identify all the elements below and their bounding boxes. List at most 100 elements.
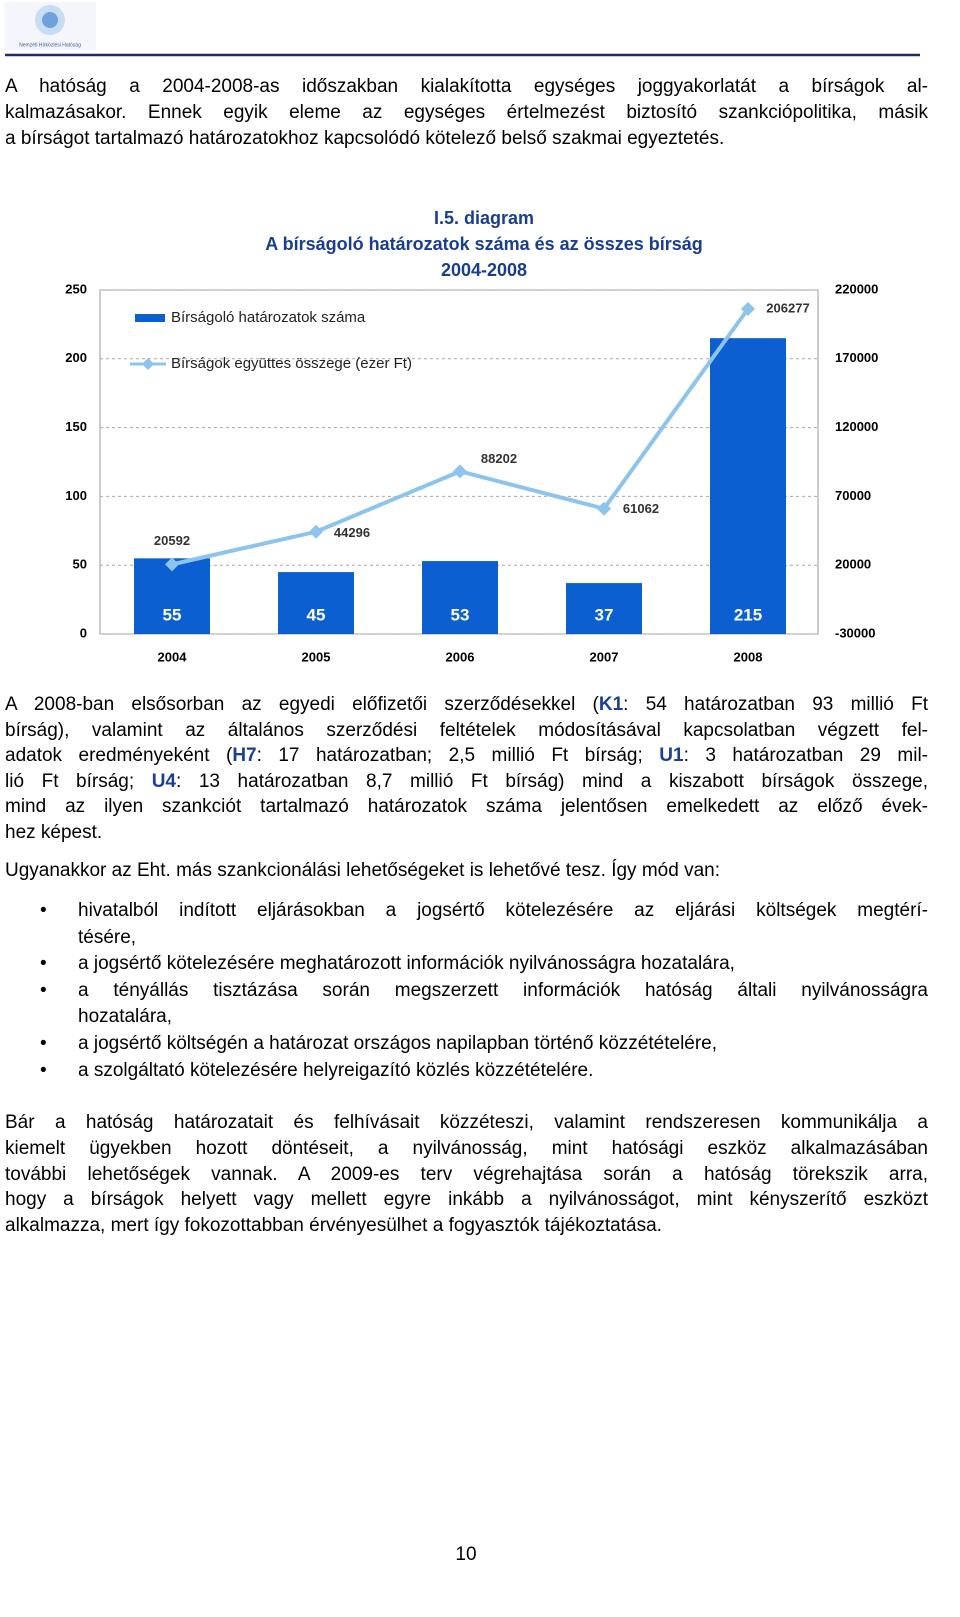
text-line: Bár a hatóság határozatait és felhívásai…	[5, 1112, 928, 1133]
bar-label: 55	[163, 605, 182, 624]
intro: A hatóság a 2004-2008-as időszakban kial…	[5, 74, 928, 152]
bar-label: 53	[451, 605, 470, 624]
bar-label: 215	[734, 605, 762, 624]
conclusion: Bár a hatóság határozatait és felhívásai…	[5, 1110, 928, 1239]
bullet: •	[40, 953, 47, 975]
text-line: kiemelt ügyekben hozott döntéseit, a nyi…	[5, 1137, 928, 1159]
text-line: a jogsértő kötelezésére meghatározott in…	[78, 953, 735, 975]
list-item: • a szolgáltató kötelezésére helyreigazít…	[5, 1058, 928, 1085]
x-tick-label: 2004	[158, 649, 188, 664]
point-label: 88202	[481, 451, 517, 466]
text-line: lió Ft bírság; U4: 13 határozatban 8,7 m…	[5, 769, 928, 795]
list-item: • a jogsértő kötelezésére meghatározott i…	[5, 951, 928, 978]
line	[171, 307, 750, 567]
page-number: 10	[455, 1544, 477, 1565]
logo-text: Nemzeti Hírközlési Hatóság	[19, 42, 81, 48]
text-run: : 3 határozatban 29 mil-	[683, 745, 928, 767]
text-run: A 2008-ban elsősorban az egyedi előfizet…	[5, 694, 599, 715]
point-label: 20592	[154, 533, 190, 548]
legend-label: Bírságok együttes összege (ezer Ft)	[171, 355, 412, 372]
list-item: • a jogsértő költségén a határozat ország…	[5, 1031, 928, 1058]
text-line: a bírságot tartalmazó határozatokhoz kap…	[5, 128, 725, 149]
text-run: lió Ft bírság;	[5, 770, 152, 792]
y2-tick-label: -30000	[835, 625, 875, 640]
marker	[309, 524, 323, 539]
text-run: : 13 határozatban 8,7 millió Ft bírság) …	[176, 770, 928, 792]
list-item: • hivatalból indított eljárásokban a jogs…	[5, 898, 928, 951]
text-line: tésére,	[78, 926, 137, 948]
y-tick-label: 200	[65, 350, 87, 365]
text-run: : 17 határozatban; 2,5 millió Ft bírság;	[256, 745, 660, 767]
chart-title: A bírságoló határozatok száma és az össz…	[265, 234, 703, 254]
code: U1	[659, 745, 684, 767]
findings: A 2008-ban elsősorban az egyedi előfizet…	[5, 692, 928, 846]
code: U4	[151, 770, 176, 792]
y-tick-label: 0	[80, 625, 87, 640]
y-tick-label: 150	[65, 419, 87, 434]
text-line: hez képest.	[5, 820, 928, 846]
x-tick-label: 2006	[446, 649, 475, 664]
text-line: a szolgáltató kötelezésére helyreigazító…	[78, 1059, 594, 1081]
legend-swatch	[135, 314, 165, 322]
logo: Nemzeti Hírközlési Hatóság	[4, 2, 96, 50]
x-tick-label: 2007	[590, 649, 619, 664]
text-line: bírság), valamint az általános szerződés…	[5, 718, 928, 744]
bar	[566, 583, 642, 634]
y-tick-label: 50	[73, 557, 87, 572]
bar-label: 37	[595, 605, 614, 624]
text-line: adatok eredményeként (H7: 17 határozatba…	[5, 743, 928, 769]
legend-label: Bírságoló határozatok száma	[171, 309, 366, 326]
chart-title: I.5. diagram	[434, 208, 534, 228]
y2-tick-label: 20000	[835, 557, 871, 572]
options-list: • hivatalból indított eljárásokban a jogs…	[5, 898, 928, 1084]
text-line: a tényállás tisztázása során megszerzett…	[78, 979, 928, 1001]
text-run: adatok eredményeként (	[5, 745, 233, 767]
text-line: a jogsértő költségén a határozat országo…	[78, 1032, 718, 1054]
text-line: A 2008-ban elsősorban az egyedi előfizet…	[5, 692, 928, 718]
point-label: 61062	[623, 501, 659, 516]
list-item: • a tényállás tisztázása során megszerzet…	[5, 978, 928, 1031]
options-intro: Ugyanakkor az Eht. más szankcionálási le…	[5, 860, 720, 881]
chart: Nemzeti Hírközlési Hatóság I.5. diagram …	[4, 2, 920, 664]
code: K1	[598, 694, 624, 715]
text-line: alkalmazza, mert így fokozottabban érvén…	[5, 1215, 662, 1237]
text-run: hez képest.	[5, 821, 103, 843]
text-line: kalmazásakor. Ennek egyik eleme az egysé…	[5, 102, 928, 123]
text-line: további lehetőségek vannak. A 2009-es te…	[5, 1163, 928, 1185]
marker	[453, 464, 467, 479]
y-tick-label: 250	[65, 281, 87, 296]
point-label: 206277	[766, 300, 809, 315]
text-line: A hatóság a 2004-2008-as időszakban kial…	[5, 76, 928, 97]
marker	[165, 557, 179, 572]
bullet: •	[40, 1032, 47, 1054]
text-run: : 54 határozatban 93 millió Ft	[623, 694, 928, 715]
bar-label: 45	[307, 605, 326, 624]
chart-title: 2004-2008	[441, 260, 527, 280]
bullet: •	[40, 979, 47, 1001]
bar	[422, 561, 498, 634]
text-run: mind az ilyen szankciót tartalmazó határ…	[5, 796, 928, 818]
bullet: •	[40, 900, 47, 921]
y2-tick-label: 70000	[835, 488, 871, 503]
code: H7	[232, 745, 257, 767]
legend-swatch	[142, 358, 154, 370]
text-run: bírság), valamint az általános szerződés…	[5, 719, 928, 741]
x-tick-label: 2005	[302, 649, 331, 664]
text-line: hogy a bírságok helyett vagy mellett egy…	[5, 1189, 928, 1211]
bar	[278, 572, 354, 634]
y2-tick-label: 170000	[835, 350, 878, 365]
text-line: hozatalára,	[78, 1006, 173, 1028]
bar	[710, 338, 786, 634]
point-label: 44296	[334, 525, 370, 540]
text-line: hivatalból indított eljárásokban a jogsé…	[78, 900, 928, 921]
bullet: •	[40, 1059, 47, 1081]
x-tick-label: 2008	[734, 649, 763, 664]
marker	[597, 501, 611, 516]
y2-tick-label: 120000	[835, 419, 878, 434]
y2-tick-label: 220000	[835, 281, 878, 296]
text-line: mind az ilyen szankciót tartalmazó határ…	[5, 794, 928, 820]
logo-mark	[42, 12, 58, 28]
y-tick-label: 100	[65, 488, 87, 503]
marker	[741, 301, 755, 316]
